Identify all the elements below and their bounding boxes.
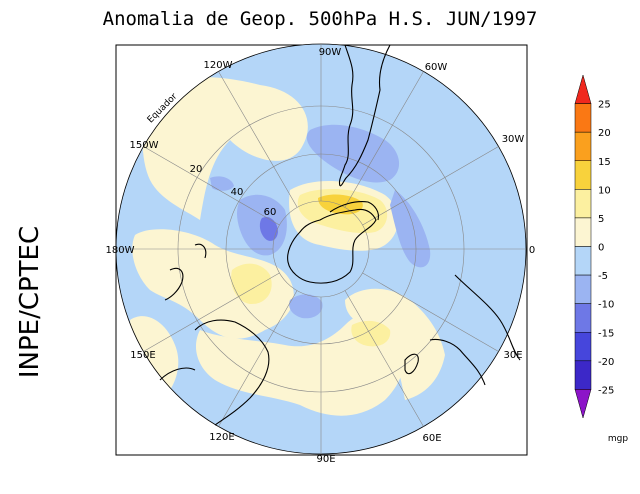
colorbar-tick-label: -10	[598, 300, 614, 311]
anomaly-field	[116, 44, 526, 454]
lon-label-30e: 30E	[503, 350, 522, 361]
lon-label-90e: 90E	[316, 454, 335, 465]
new-zealand-coast	[164, 243, 207, 301]
neg15-zone	[259, 216, 278, 241]
pos5-zone-east	[351, 320, 391, 347]
lon-label-120w: 120W	[204, 60, 233, 71]
colorbar-box	[574, 389, 592, 419]
neg10-zone-small	[210, 176, 234, 191]
colorbar-tick-label: 5	[598, 214, 604, 225]
neg10-zone-east	[390, 190, 431, 268]
colorbar-tick-label: -15	[598, 328, 614, 339]
lon-label-180w: 180W	[106, 245, 135, 256]
zero-zone-south	[195, 312, 405, 416]
lon-label-150w: 150W	[130, 140, 159, 151]
pos5-zone-west	[231, 263, 272, 305]
coastlines	[159, 44, 521, 426]
colorbar-tick-label: 20	[598, 128, 611, 139]
colorbar-tick-label: 0	[598, 243, 604, 254]
colorbar-box	[574, 74, 592, 104]
colorbar-ticks: 25 20 15 10 5 0 -5 -10 -15 -20 -25	[598, 100, 614, 397]
colorbar-box	[574, 160, 592, 190]
colorbar-tick-label: -5	[598, 271, 608, 282]
lon-label-60w: 60W	[425, 62, 448, 73]
colorbar: 25 20 15 10 5 0 -5 -10 -15 -20 -25 mgp	[574, 74, 628, 444]
lat-label-40: 40	[231, 187, 244, 198]
colorbar-box	[574, 103, 592, 133]
africa-coast	[429, 274, 521, 386]
lon-label-120e: 120E	[209, 432, 234, 443]
lat-label-20: 20	[190, 164, 203, 175]
colorbar-box	[574, 246, 592, 276]
zero-zone-northwest	[142, 77, 308, 220]
colorbar-box	[574, 360, 592, 390]
colorbar-box	[574, 274, 592, 304]
madagascar-coast	[404, 353, 419, 375]
colorbar-box	[574, 217, 592, 247]
colorbar-tick-label: 25	[598, 100, 611, 111]
zero-zone-east	[345, 288, 445, 400]
map-title: Anomalia de Geop. 500hPa H.S. JUN/1997	[102, 8, 538, 30]
lon-label-60e: 60E	[422, 433, 441, 444]
neg10-zone-south	[289, 294, 323, 319]
colorbar-box	[574, 332, 592, 362]
lon-label-150e: 150E	[130, 350, 155, 361]
neg10-zone-north	[306, 124, 400, 183]
lon-label-90w: 90W	[319, 47, 342, 58]
colorbar-box	[574, 303, 592, 333]
lon-label-0: 0	[529, 245, 535, 256]
colorbar-tick-label: 10	[598, 185, 611, 196]
colorbar-tick-label: 15	[598, 157, 611, 168]
antarctica-coast	[287, 208, 377, 284]
antarctic-peninsula	[329, 201, 379, 221]
colorbar-box	[574, 131, 592, 162]
lat-label-60: 60	[264, 207, 277, 218]
colorbar-box	[574, 189, 592, 219]
australia-coast	[159, 319, 270, 426]
zero-zone-southwest	[130, 316, 179, 400]
meridians	[116, 44, 526, 454]
colorbar-unit: mgp	[608, 434, 628, 444]
longitude-labels: 90W 60W 30W 0 30E 60E 90E 120E 150E 180W…	[106, 47, 536, 465]
lon-label-30w: 30W	[502, 134, 525, 145]
colorbar-boxes	[574, 74, 592, 419]
south-america-coast	[338, 44, 391, 187]
grid	[115, 43, 527, 455]
pos10-zone-pole	[318, 194, 363, 215]
colorbar-tick-label: -20	[598, 357, 614, 368]
colorbar-tick-label: -25	[598, 385, 614, 396]
zero-zone-west	[132, 229, 294, 339]
